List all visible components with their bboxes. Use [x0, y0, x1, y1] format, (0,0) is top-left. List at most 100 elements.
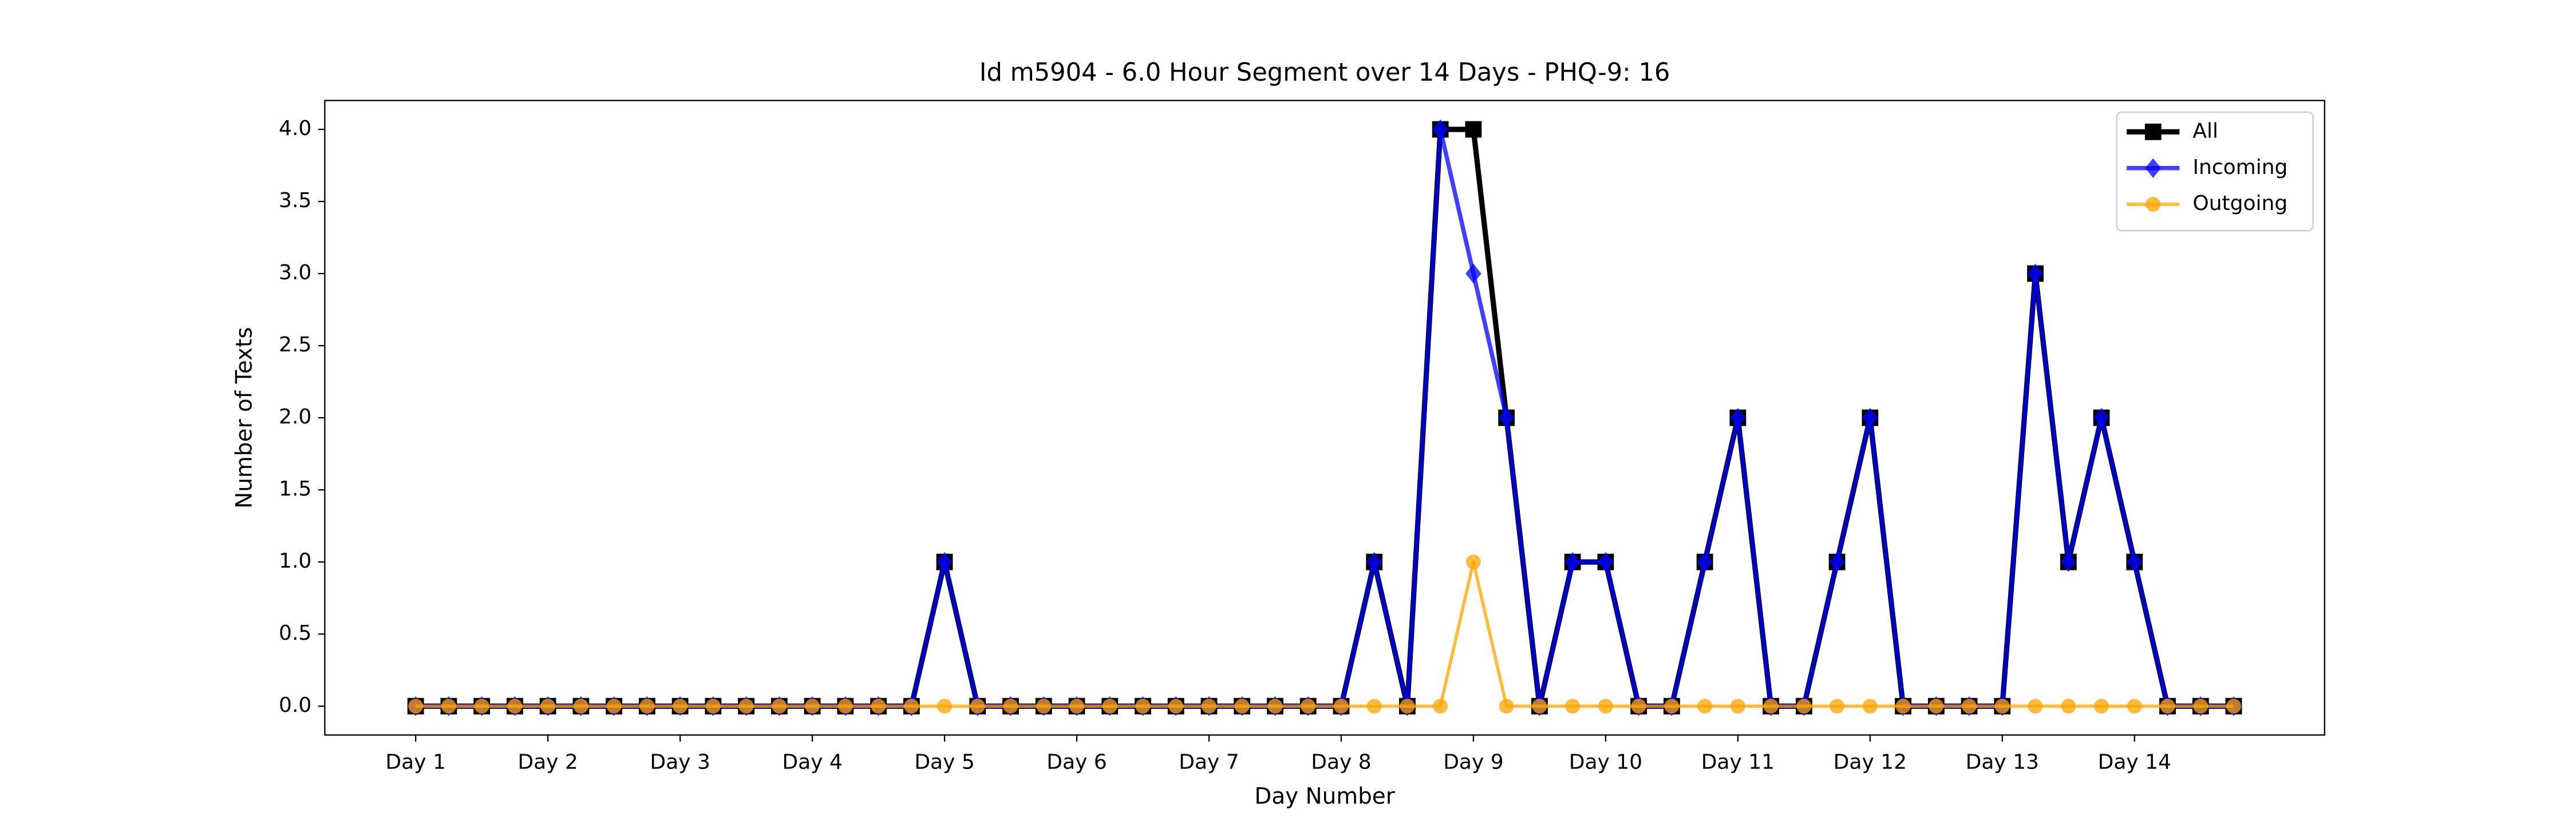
marker	[1763, 699, 1779, 714]
marker	[937, 699, 952, 714]
series-line	[416, 560, 2234, 708]
marker	[805, 699, 820, 714]
marker	[441, 699, 456, 714]
marker	[1796, 699, 1812, 714]
marker	[1962, 699, 1977, 714]
legend-marker	[2144, 124, 2162, 140]
marker	[1465, 554, 1481, 570]
x-tick-label: Day 14	[2098, 750, 2171, 774]
plot-frame	[324, 100, 2325, 736]
marker	[1301, 699, 1316, 714]
marker	[2226, 699, 2241, 714]
marker	[2193, 699, 2208, 714]
marker	[1830, 699, 1845, 714]
marker	[1036, 699, 1052, 714]
marker	[573, 699, 588, 714]
marker	[1333, 699, 1349, 714]
y-axis-label: Number of Texts	[232, 327, 258, 508]
marker	[1003, 699, 1018, 714]
marker	[1069, 699, 1084, 714]
marker	[1135, 699, 1151, 714]
x-axis-label: Day Number	[1254, 783, 1394, 809]
marker	[2094, 699, 2109, 714]
x-tick-label: Day 13	[1966, 750, 2039, 774]
marker	[1168, 699, 1184, 714]
marker	[1465, 121, 1482, 138]
legend-label: Outgoing	[2192, 192, 2287, 215]
x-tick-label: Day 12	[1834, 750, 1907, 774]
marker	[738, 699, 754, 714]
marker	[1234, 699, 1250, 714]
legend-label: All	[2192, 119, 2218, 142]
x-tick-label: Day 3	[650, 750, 710, 774]
x-tick-label: Day 1	[385, 750, 445, 774]
marker	[1564, 552, 1581, 572]
marker	[1664, 699, 1680, 714]
marker	[1432, 119, 1449, 140]
marker	[1499, 699, 1514, 714]
y-tick-label: 3.0	[279, 261, 311, 284]
x-tick-label: Day 5	[914, 750, 974, 774]
marker	[1532, 699, 1547, 714]
y-tick-label: 2.5	[279, 333, 311, 356]
marker	[2061, 699, 2076, 714]
y-tick-label: 1.0	[279, 549, 311, 573]
y-tick-label: 0.0	[279, 694, 311, 717]
marker	[1433, 699, 1448, 714]
marker	[1697, 699, 1713, 714]
marker	[1598, 699, 1613, 714]
marker	[408, 699, 424, 714]
y-tick-label: 4.0	[279, 117, 311, 140]
series-incoming	[408, 119, 2242, 716]
y-tick-label: 3.5	[279, 189, 311, 212]
x-tick-label: Day 10	[1569, 750, 1642, 774]
marker	[1730, 699, 1745, 714]
marker	[1400, 699, 1415, 714]
marker	[871, 699, 886, 714]
marker	[1465, 263, 1481, 284]
marker	[1202, 699, 1216, 714]
marker	[970, 699, 985, 714]
marker	[937, 552, 953, 572]
marker	[837, 699, 853, 714]
marker	[1598, 552, 1614, 572]
x-tick-label: Day 8	[1311, 750, 1371, 774]
marker	[1929, 699, 1944, 714]
chart-title: Id m5904 - 6.0 Hour Segment over 14 Days…	[979, 58, 1670, 87]
marker	[673, 699, 688, 714]
marker	[2160, 699, 2175, 714]
series-line	[416, 127, 2234, 708]
marker	[639, 699, 655, 714]
marker	[2093, 407, 2109, 428]
marker	[904, 699, 919, 714]
marker	[772, 699, 787, 714]
marker	[606, 699, 622, 714]
marker	[1565, 699, 1581, 714]
marker	[1366, 552, 1382, 572]
x-tick-label: Day 11	[1701, 750, 1775, 774]
legend-label: Incoming	[2192, 156, 2287, 179]
marker	[1730, 407, 1746, 428]
marker	[540, 699, 556, 714]
marker	[2060, 552, 2077, 572]
marker	[1102, 699, 1117, 714]
legend: All Incoming Outgoing	[2116, 111, 2314, 232]
marker	[705, 699, 721, 714]
marker	[474, 699, 489, 714]
marker	[507, 699, 523, 714]
marker	[2028, 699, 2043, 714]
marker	[1267, 699, 1283, 714]
marker	[1631, 699, 1646, 714]
marker	[2126, 552, 2143, 572]
marker	[1862, 699, 1878, 714]
marker	[1994, 699, 2010, 714]
legend-box	[2116, 111, 2314, 232]
y-tick-label: 1.5	[279, 477, 311, 501]
legend-marker	[2146, 197, 2161, 212]
x-tick-label: Day 4	[782, 750, 842, 774]
series-line	[416, 126, 2234, 709]
series-all	[407, 121, 2242, 715]
marker	[2127, 699, 2142, 714]
